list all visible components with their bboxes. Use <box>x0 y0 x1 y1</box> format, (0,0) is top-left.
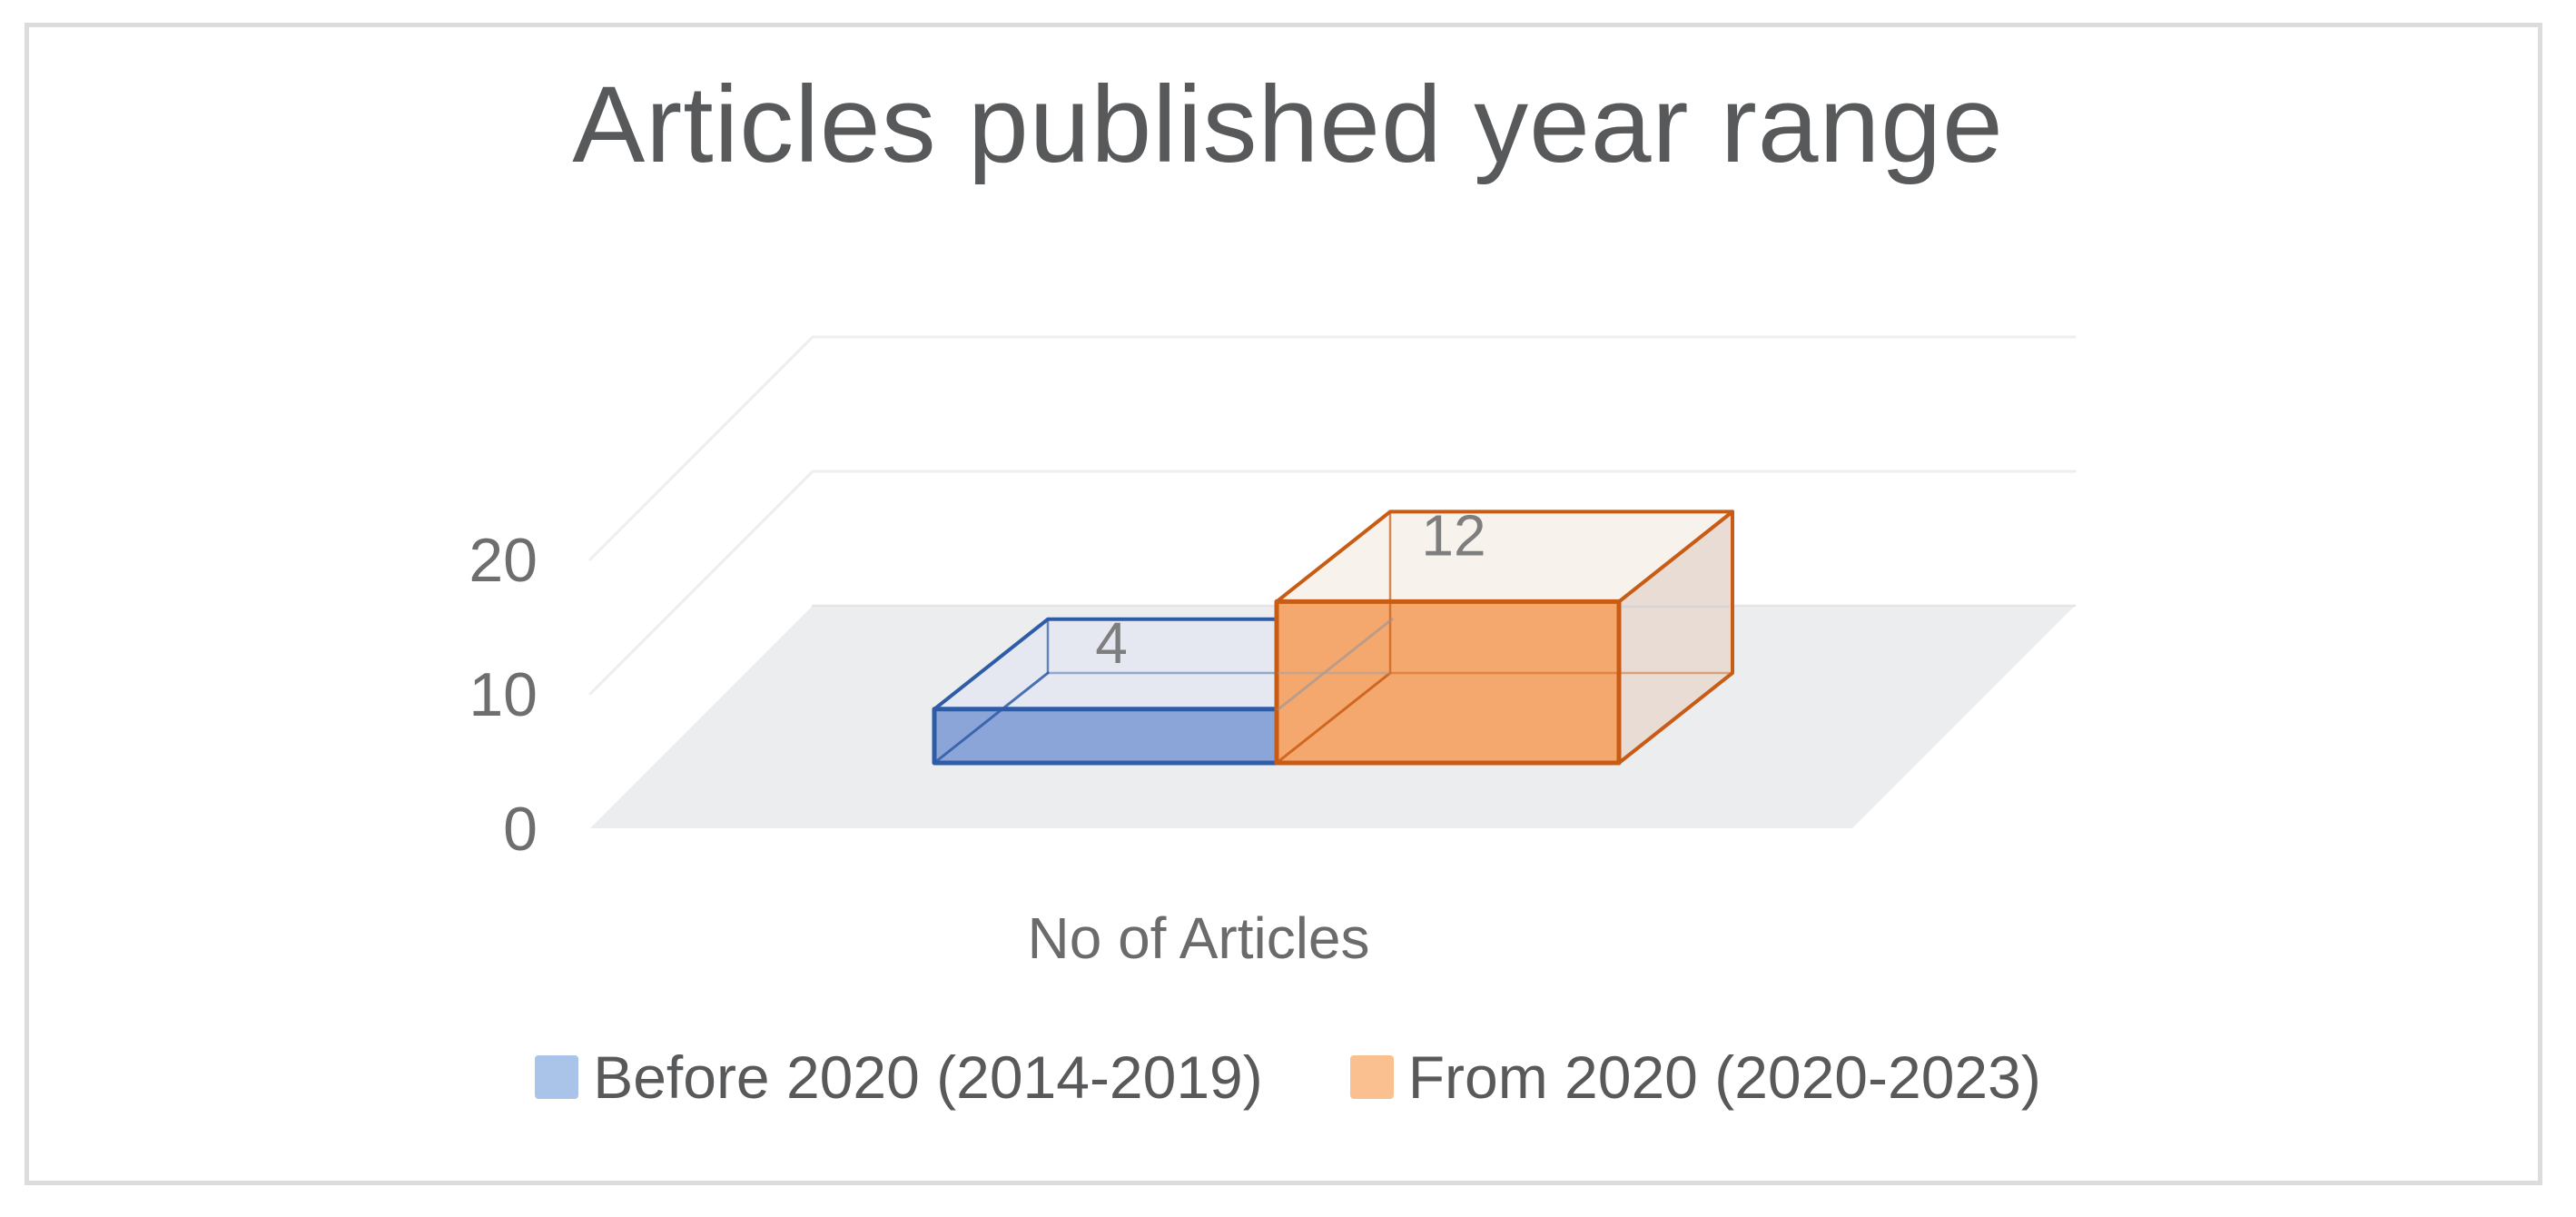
legend-label-from-2020: From 2020 (2020-2023) <box>1407 1044 2041 1111</box>
legend-swatch-from-2020 <box>1349 1055 1394 1099</box>
chart-border-frame <box>25 23 2542 1185</box>
y-tick-label-20: 20 <box>469 526 538 595</box>
bar-0-bottom-left-edge <box>933 671 1050 765</box>
legend-item-before-2020: Before 2020 (2014-2019) <box>535 1043 1263 1112</box>
x-axis-category-label: No of Articles <box>1027 905 1370 971</box>
legend-label-before-2020: Before 2020 (2014-2019) <box>593 1044 1263 1111</box>
legend-swatch-before-2020 <box>535 1055 579 1099</box>
chart-title: Articles published year range <box>572 64 2004 185</box>
data-label-1: 12 <box>1421 502 1485 568</box>
bar-1-front-face <box>1274 599 1622 766</box>
y-tick-label-0: 0 <box>503 795 538 864</box>
bar-0-front-face <box>932 707 1279 766</box>
legend-item-from-2020: From 2020 (2020-2023) <box>1349 1043 2041 1112</box>
bar-1-bottom-left-edge <box>1275 671 1392 765</box>
y-tick-label-10: 10 <box>469 660 538 729</box>
legend: Before 2020 (2014-2019) From 2020 (2020-… <box>0 1043 2576 1112</box>
gridline-sidewall-10 <box>588 470 814 696</box>
bar-0-top-right-edge-through <box>1277 618 1394 711</box>
gridline-sidewall-20 <box>588 335 814 561</box>
data-label-0: 4 <box>1095 610 1128 676</box>
